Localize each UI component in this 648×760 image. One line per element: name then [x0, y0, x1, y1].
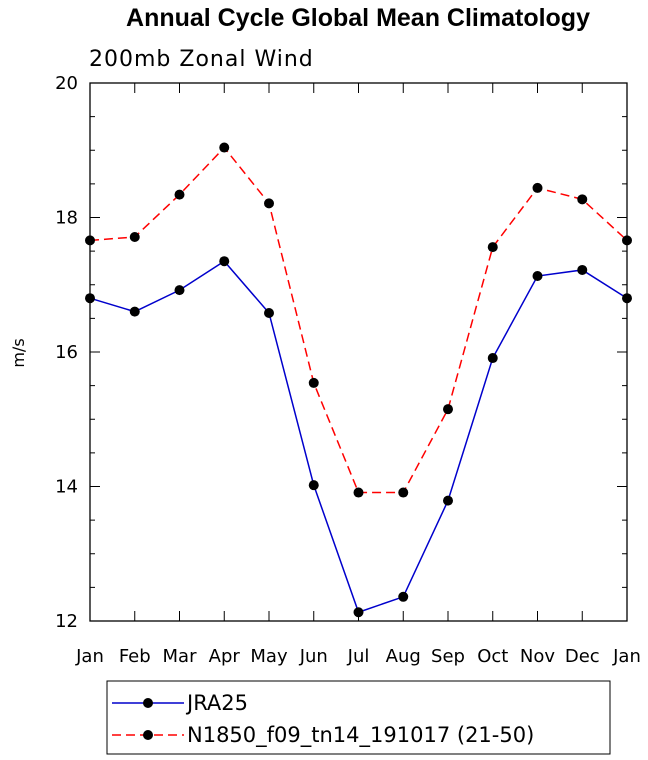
legend-label-n1850: N1850_f09_tn14_191017 (21-50) — [187, 723, 534, 748]
x-tick-label: Nov — [520, 646, 555, 667]
data-point — [219, 142, 230, 153]
data-point — [443, 495, 453, 506]
y-tick-label: 18 — [55, 208, 78, 229]
y-tick-labels: 12 14 16 18 20 — [55, 73, 78, 632]
x-tick-label: Jan — [612, 646, 641, 667]
series-layer — [85, 142, 632, 618]
data-point — [398, 487, 409, 498]
data-point — [308, 377, 319, 388]
x-tick-label: Apr — [209, 646, 241, 667]
x-tick-label: May — [250, 646, 288, 667]
data-point — [487, 242, 498, 253]
x-tick-label: Mar — [163, 646, 198, 667]
legend-marker-jra25 — [143, 698, 153, 708]
data-point — [174, 189, 185, 200]
x-tick-label: Dec — [565, 646, 600, 667]
data-point — [622, 235, 632, 246]
x-tick-labels: Jan Feb Mar Apr May Jun Jul Aug Sep Oct Nov Dec Jan — [75, 646, 641, 667]
data-point — [487, 353, 498, 364]
data-point — [129, 306, 140, 317]
data-point — [577, 194, 588, 205]
data-point — [622, 293, 632, 304]
data-point — [85, 293, 95, 304]
x-tick-label: Jul — [347, 646, 370, 667]
x-tick-label: Oct — [477, 646, 508, 667]
axis-ticks — [89, 82, 628, 622]
legend-box — [106, 680, 611, 755]
series-line-1 — [89, 146, 628, 494]
y-tick-label: 20 — [55, 73, 78, 94]
data-point — [264, 307, 274, 318]
chart-title: Annual Cycle Global Mean Climatology — [126, 4, 590, 32]
y-axis-label: m/s — [9, 338, 28, 367]
data-point — [85, 235, 95, 246]
data-point — [443, 404, 453, 415]
legend-marker-n1850 — [143, 730, 153, 740]
data-point — [353, 487, 364, 498]
plot-frame — [89, 82, 628, 622]
y-tick-label: 14 — [55, 477, 78, 498]
y-tick-label: 12 — [55, 611, 78, 632]
chart-subtitle: 200mb Zonal Wind — [89, 47, 314, 72]
legend-label-jra25: JRA25 — [185, 691, 248, 715]
data-point — [577, 264, 588, 275]
data-point — [129, 232, 140, 243]
data-point — [174, 285, 185, 296]
data-point — [219, 256, 230, 267]
x-tick-label: Jan — [75, 646, 104, 667]
x-tick-label: Feb — [119, 646, 151, 667]
data-point — [398, 591, 409, 602]
x-tick-label: Aug — [386, 646, 421, 667]
data-point — [532, 271, 543, 282]
data-point — [308, 480, 319, 491]
x-tick-label: Jun — [299, 646, 328, 667]
data-point — [532, 182, 543, 193]
data-point — [264, 198, 274, 209]
x-tick-label: Sep — [431, 646, 465, 667]
series-line-0 — [89, 260, 628, 614]
y-tick-label: 16 — [55, 342, 78, 363]
data-point — [353, 607, 364, 618]
legend: JRA25 N1850_f09_tn14_191017 (21-50) — [106, 680, 611, 755]
